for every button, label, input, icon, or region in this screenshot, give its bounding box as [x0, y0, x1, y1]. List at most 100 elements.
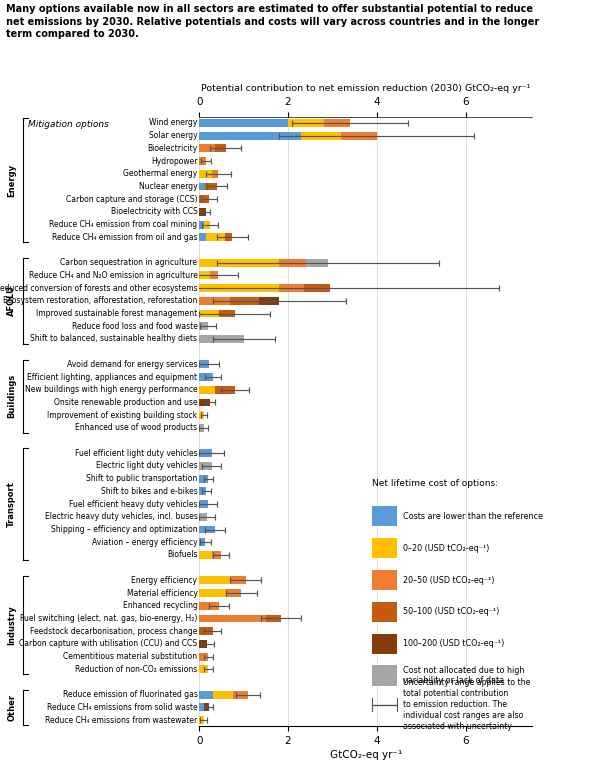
Bar	[226, 589, 241, 597]
Bar	[199, 538, 205, 546]
Bar	[199, 640, 207, 648]
Bar	[199, 399, 211, 406]
Bar	[341, 131, 377, 140]
Text: Cementitious material substitution: Cementitious material substitution	[63, 652, 197, 661]
Bar	[373, 601, 397, 622]
Bar	[215, 145, 226, 152]
Bar	[199, 487, 206, 496]
Bar	[279, 259, 306, 267]
Text: Reduced conversion of forests and other ecosystems: Reduced conversion of forests and other …	[0, 284, 197, 293]
Bar	[199, 577, 230, 584]
Bar	[199, 513, 207, 521]
Text: Aviation – energy efficiency: Aviation – energy efficiency	[92, 538, 197, 547]
Bar	[199, 373, 212, 381]
Text: Buildings: Buildings	[7, 374, 16, 418]
Bar	[266, 615, 281, 622]
Bar	[215, 386, 235, 394]
Bar	[373, 507, 397, 527]
Text: Ecosystem restoration, afforestation, reforestation: Ecosystem restoration, afforestation, re…	[3, 296, 197, 305]
Bar	[199, 462, 212, 470]
Text: Uncertainty range applies to the
total potential contribution
to emission reduct: Uncertainty range applies to the total p…	[403, 678, 530, 731]
Text: Avoid demand for energy services: Avoid demand for energy services	[67, 360, 197, 369]
Bar	[230, 577, 246, 584]
Text: Shift to bikes and e-bikes: Shift to bikes and e-bikes	[101, 487, 197, 496]
Text: Energy efficiency: Energy efficiency	[131, 576, 197, 585]
Text: Feedstock decarbonisation, process change: Feedstock decarbonisation, process chang…	[30, 627, 197, 636]
Text: Electric heavy duty vehicles, incl. buses: Electric heavy duty vehicles, incl. buse…	[44, 512, 197, 521]
Text: Reduce CH₄ emission from coal mining: Reduce CH₄ emission from coal mining	[49, 220, 197, 229]
Text: Improvement of existing building stock: Improvement of existing building stock	[47, 411, 197, 420]
Bar	[205, 183, 217, 190]
Text: Carbon capture with utilisation (CCU) and CCS: Carbon capture with utilisation (CCU) an…	[19, 639, 197, 648]
Bar	[219, 309, 235, 318]
Text: Reduce CH₄ emission from oil and gas: Reduce CH₄ emission from oil and gas	[52, 233, 197, 242]
Bar	[199, 259, 279, 267]
Text: Fuel efficient heavy duty vehicles: Fuel efficient heavy duty vehicles	[69, 500, 197, 509]
Bar	[199, 195, 209, 203]
Text: Biofuels: Biofuels	[167, 550, 197, 559]
Text: Geothermal energy: Geothermal energy	[123, 169, 197, 178]
Bar	[199, 170, 212, 178]
Text: Reduce CH₄ emissions from wastewater: Reduce CH₄ emissions from wastewater	[45, 716, 197, 725]
Bar	[373, 665, 397, 685]
Bar	[230, 297, 259, 305]
Text: Shift to balanced, sustainable healthy diets: Shift to balanced, sustainable healthy d…	[31, 334, 197, 343]
Bar	[306, 259, 328, 267]
Bar	[199, 284, 279, 292]
Text: Reduce food loss and food waste: Reduce food loss and food waste	[71, 322, 197, 331]
Text: Bioelectricity with CCS: Bioelectricity with CCS	[110, 207, 197, 216]
Text: Transport: Transport	[7, 481, 16, 527]
Text: Electric light duty vehicles: Electric light duty vehicles	[96, 462, 197, 471]
Bar	[323, 119, 350, 127]
Text: Net lifetime cost of options:: Net lifetime cost of options:	[373, 479, 499, 488]
Text: New buildings with high energy performance: New buildings with high energy performan…	[25, 385, 197, 394]
Bar	[199, 386, 215, 394]
Text: Mitigation options: Mitigation options	[28, 120, 109, 129]
X-axis label: Potential contribution to net emission reduction (2030) GtCO₂-eq yr⁻¹: Potential contribution to net emission r…	[201, 84, 530, 93]
Bar	[199, 627, 212, 635]
Bar	[199, 665, 208, 673]
Bar	[373, 570, 397, 590]
Text: 20–50 (USD tCO₂-eq⁻¹): 20–50 (USD tCO₂-eq⁻¹)	[403, 576, 494, 584]
Text: Hydropower: Hydropower	[151, 156, 197, 166]
Bar	[199, 119, 288, 127]
Text: Improved sustainable forest management: Improved sustainable forest management	[36, 309, 197, 318]
Text: Bioelectricity: Bioelectricity	[147, 144, 197, 153]
Text: Reduce emission of fluorinated gas: Reduce emission of fluorinated gas	[62, 690, 197, 699]
Bar	[199, 157, 206, 165]
Text: Reduce CH₄ emissions from solid waste: Reduce CH₄ emissions from solid waste	[47, 703, 197, 712]
Text: Many options available now in all sectors are estimated to offer substantial pot: Many options available now in all sector…	[6, 4, 539, 40]
Text: Enhanced use of wood products: Enhanced use of wood products	[75, 423, 197, 432]
Text: Other: Other	[7, 694, 16, 721]
Text: Fuel efficient light duty vehicles: Fuel efficient light duty vehicles	[75, 449, 197, 458]
Bar	[259, 297, 279, 305]
Text: Efficient lighting, appliances and equipment: Efficient lighting, appliances and equip…	[27, 372, 197, 382]
Bar	[199, 297, 230, 305]
Bar	[373, 538, 397, 558]
Text: Industry: Industry	[7, 605, 16, 645]
Bar	[212, 170, 218, 178]
Text: Solar energy: Solar energy	[149, 131, 197, 140]
Text: AFOLU: AFOLU	[7, 285, 16, 316]
Text: Reduce CH₄ and N₂O emission in agriculture: Reduce CH₄ and N₂O emission in agricultu…	[29, 271, 197, 280]
Bar	[199, 500, 208, 508]
Text: Fuel switching (elect, nat. gas, bio-energy, H₂): Fuel switching (elect, nat. gas, bio-ene…	[20, 614, 197, 623]
Bar	[199, 449, 212, 457]
Text: Nuclear energy: Nuclear energy	[139, 182, 197, 191]
X-axis label: GtCO₂-eq yr⁻¹: GtCO₂-eq yr⁻¹	[329, 751, 402, 761]
Bar	[199, 208, 206, 216]
Bar	[199, 653, 208, 660]
Text: Shipping – efficiency and optimization: Shipping – efficiency and optimization	[51, 525, 197, 534]
Bar	[199, 716, 203, 724]
Text: Reduction of non-CO₂ emissions: Reduction of non-CO₂ emissions	[75, 665, 197, 674]
Bar	[199, 183, 205, 190]
Bar	[288, 119, 323, 127]
Bar	[199, 589, 226, 597]
Bar	[199, 691, 212, 699]
Bar	[199, 271, 211, 279]
Text: Material efficiency: Material efficiency	[127, 588, 197, 598]
Bar	[279, 284, 304, 292]
Text: Onsite renewable production and use: Onsite renewable production and use	[54, 398, 197, 407]
Bar	[199, 551, 212, 559]
Bar	[199, 309, 219, 318]
